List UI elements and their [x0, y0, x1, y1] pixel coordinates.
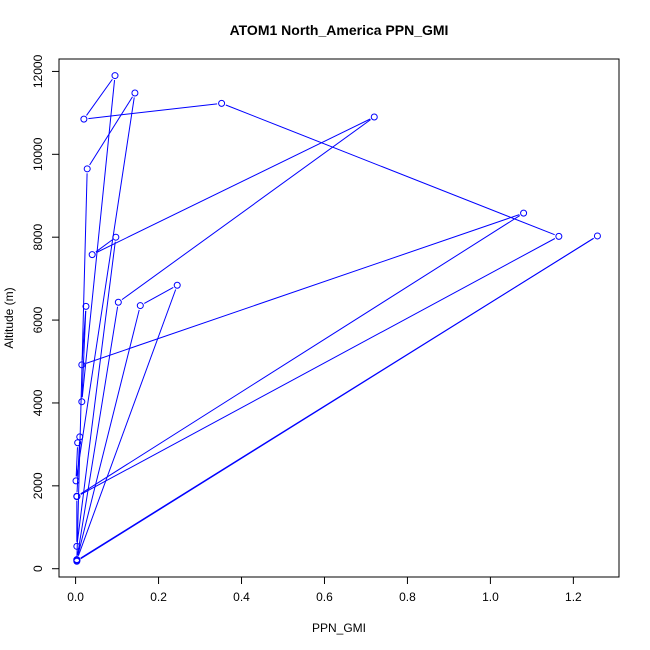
data-point	[593, 232, 601, 240]
data-point	[78, 361, 86, 369]
series-segment	[81, 310, 87, 398]
x-tick-label: 0.8	[399, 590, 416, 604]
y-tick-label: 12000	[31, 54, 45, 88]
series-segment	[80, 238, 556, 495]
x-axis-label: PPN_GMI	[312, 621, 366, 635]
series-layer	[72, 72, 601, 565]
series-segment	[76, 97, 135, 477]
x-tick-label: 0.4	[233, 590, 250, 604]
data-point	[131, 89, 139, 97]
series-segment	[121, 119, 371, 301]
series-segment	[95, 239, 113, 253]
y-tick-label: 0	[31, 565, 45, 572]
data-point	[78, 398, 86, 406]
data-point	[73, 493, 81, 501]
x-axis: 0.0 0.2 0.4 0.6 0.8 1.0 1.2	[67, 577, 582, 604]
series-segment	[80, 237, 594, 559]
data-point	[520, 209, 528, 217]
series-segment	[89, 96, 133, 166]
y-tick-label: 2000	[31, 472, 45, 499]
data-point	[218, 99, 226, 107]
y-tick-label: 8000	[31, 224, 45, 251]
series-segment	[75, 447, 78, 477]
series-segment	[96, 118, 371, 254]
x-tick-label: 1.2	[565, 590, 582, 604]
data-point	[73, 542, 81, 550]
data-point	[114, 298, 122, 306]
data-point	[112, 233, 120, 241]
series-segment	[77, 306, 119, 556]
data-point	[173, 281, 181, 289]
x-tick-label: 1.0	[482, 590, 499, 604]
series-segment	[144, 286, 174, 304]
chart-title: ATOM1 North_America PPN_GMI	[230, 22, 449, 38]
data-point	[83, 165, 91, 173]
data-point	[74, 439, 82, 447]
x-tick-label: 0.6	[316, 590, 333, 604]
data-point	[80, 115, 88, 123]
series-segment	[88, 103, 218, 120]
data-point	[73, 556, 81, 564]
series-segment	[77, 309, 140, 556]
series-segment	[86, 78, 113, 116]
y-tick-label: 10000	[31, 137, 45, 171]
x-tick-label: 0.0	[67, 590, 84, 604]
series-segment	[77, 289, 177, 556]
y-tick-label: 4000	[31, 389, 45, 416]
series-segment	[76, 173, 88, 557]
x-tick-label: 0.2	[150, 590, 167, 604]
series-segment	[80, 215, 521, 495]
series-segment	[225, 104, 555, 236]
data-point	[370, 113, 378, 121]
data-point	[82, 302, 90, 310]
series-segment	[81, 80, 116, 398]
data-point	[136, 302, 144, 310]
data-point	[555, 232, 563, 240]
series-segment	[85, 214, 520, 364]
y-axis-label: Altitude (m)	[2, 287, 16, 348]
plot-frame	[58, 58, 620, 578]
y-tick-label: 6000	[31, 306, 45, 333]
data-point	[72, 477, 80, 485]
y-axis: 0 2000 4000 6000 8000 10000 12000	[31, 54, 59, 572]
data-point	[88, 251, 96, 259]
data-point	[111, 72, 119, 80]
